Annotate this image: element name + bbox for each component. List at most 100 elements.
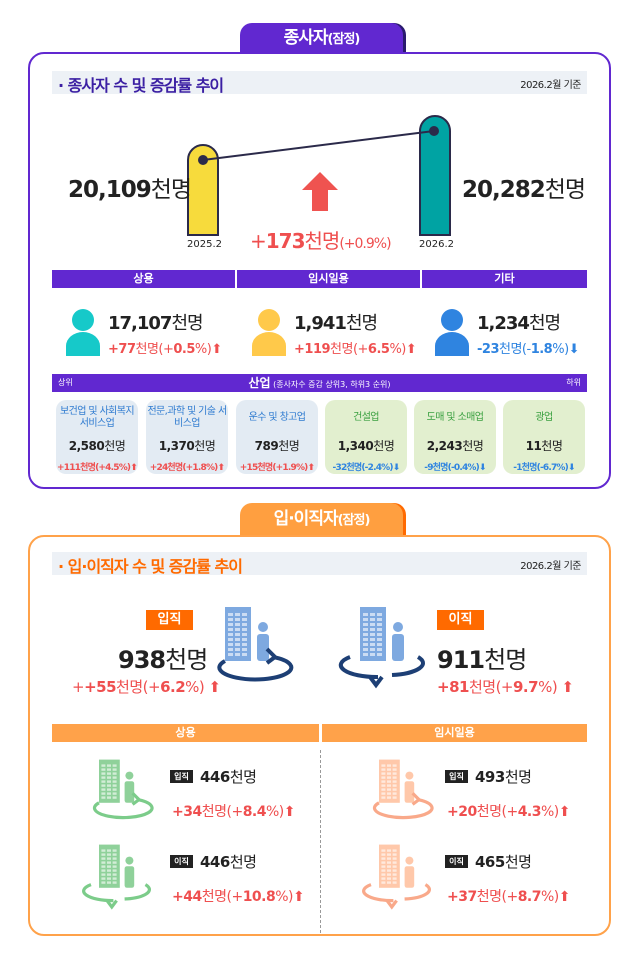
person-icon bbox=[250, 308, 288, 360]
row-value: 446천명 bbox=[200, 768, 257, 786]
curr-label: 2026.2 bbox=[419, 239, 454, 250]
arrow-up-icon: ⬆ bbox=[558, 804, 571, 820]
person-icon bbox=[64, 308, 102, 360]
group-header-0: 상용 bbox=[52, 724, 319, 742]
industry-card: 보건업 및 사회복지 서비스업 2,580천명 +111천명(+4.5%)⬆ bbox=[56, 400, 138, 474]
industry-value: 11천명 bbox=[525, 439, 563, 453]
trend-line bbox=[202, 130, 435, 161]
sep-badge: 이직 bbox=[437, 610, 484, 630]
row-change: +34천명(+8.4%)⬆ bbox=[172, 804, 296, 820]
arrow-up-icon: ⬆ bbox=[293, 889, 305, 905]
point-2026 bbox=[429, 126, 439, 136]
arrow-up-icon bbox=[302, 172, 338, 211]
row-badge: 이직 bbox=[170, 855, 193, 868]
prev-total: 20,109천명 bbox=[68, 177, 192, 203]
row-change: +37천명(+8.7%)⬆ bbox=[447, 889, 571, 905]
turnover-as-of: 2026.2월 기준 bbox=[520, 561, 581, 572]
industry-subtitle: (종사자수 증감 상위3, 하위3 순위) bbox=[273, 380, 391, 389]
separation-building-icon bbox=[330, 605, 440, 694]
industry-name: 광업 bbox=[535, 412, 553, 423]
industry-bottom-label: 하위 bbox=[566, 378, 581, 387]
industry-top-label: 상위 bbox=[58, 378, 73, 387]
industry-change: +15천명(+1.9%)⬆ bbox=[239, 463, 316, 473]
hire-building-icon bbox=[195, 605, 305, 694]
separation-building-icon bbox=[75, 843, 163, 914]
industry-card: 도매 및 소매업 2,243천명 -9천명(-0.4%)⬇ bbox=[414, 400, 496, 474]
row-value: 446천명 bbox=[200, 853, 257, 871]
pill-2026 bbox=[419, 115, 451, 236]
employees-tab-suffix: (잠정) bbox=[327, 32, 361, 47]
arrow-up-icon: ⬆ bbox=[217, 463, 226, 473]
total-change: +173천명(+0.9%) bbox=[250, 229, 392, 253]
group-divider bbox=[320, 750, 321, 933]
row-badge: 이직 bbox=[445, 855, 468, 868]
employees-trend-chart bbox=[187, 115, 451, 236]
industry-value: 2,243천명 bbox=[426, 439, 484, 453]
arrow-up-icon: ⬆ bbox=[204, 678, 222, 696]
hire-total: 938천명 bbox=[118, 646, 208, 674]
industry-name: 도매 및 소매업 bbox=[426, 412, 484, 423]
row-badge: 입직 bbox=[445, 770, 468, 783]
curr-total: 20,282천명 bbox=[462, 177, 586, 203]
row-change: +20천명(+4.3%)⬆ bbox=[447, 804, 571, 820]
type-value: 17,107천명 bbox=[108, 313, 204, 334]
sep-total: 911천명 bbox=[437, 646, 527, 674]
type-header-1: 임시일용 bbox=[237, 270, 420, 288]
type-change: -23천명(-1.8%)⬇ bbox=[477, 342, 580, 357]
industry-name: 보건업 및 사회복지 서비스업 bbox=[60, 406, 135, 429]
type-header-2: 기타 bbox=[422, 270, 587, 288]
industry-change: -1천명(-6.7%)⬇ bbox=[513, 463, 576, 473]
arrow-down-icon: ⬇ bbox=[568, 342, 580, 357]
industry-name: 건설업 bbox=[353, 412, 379, 423]
industry-name: 전문,과학 및 기술 서비스업 bbox=[147, 406, 227, 429]
type-change: +119천명(+6.5%)⬆ bbox=[294, 342, 417, 357]
employees-heading-bar: · 종사자 수 및 증감률 추이 2026.2월 기준 bbox=[52, 71, 587, 95]
turnover-heading-bar: · 입·이직자 수 및 증감률 추이 2026.2월 기준 bbox=[52, 552, 587, 576]
hire-badge: 입직 bbox=[146, 610, 193, 630]
industry-value: 2,580천명 bbox=[68, 439, 126, 453]
employees-tab: 종사자(잠정) bbox=[240, 23, 403, 54]
industry-card: 운수 및 창고업 789천명 +15천명(+1.9%)⬆ bbox=[236, 400, 318, 474]
turnover-heading: · 입·이직자 수 및 증감률 추이 bbox=[58, 557, 243, 576]
industry-change: -32천명(-2.4%)⬇ bbox=[332, 463, 401, 473]
type-value: 1,234천명 bbox=[477, 313, 561, 334]
arrow-up-icon: ⬆ bbox=[557, 678, 574, 696]
row-badge: 입직 bbox=[170, 770, 193, 783]
arrow-down-icon: ⬇ bbox=[392, 463, 401, 473]
hire-building-icon bbox=[355, 758, 443, 829]
hire-building-icon bbox=[75, 758, 163, 829]
separation-building-icon bbox=[355, 843, 443, 914]
arrow-down-icon: ⬇ bbox=[478, 463, 487, 473]
arrow-down-icon: ⬇ bbox=[567, 463, 576, 473]
type-change: +77천명(+0.5%)⬆ bbox=[108, 342, 222, 357]
arrow-up-icon: ⬆ bbox=[307, 463, 316, 473]
row-value: 465천명 bbox=[475, 853, 532, 871]
industry-bar: 상위 산업 (종사자수 증감 상위3, 하위3 순위) 하위 bbox=[52, 374, 587, 392]
person-icon bbox=[433, 308, 471, 360]
employees-heading: · 종사자 수 및 증감률 추이 bbox=[58, 76, 224, 95]
employees-tab-title: 종사자 bbox=[283, 28, 329, 48]
prev-label: 2025.2 bbox=[187, 239, 222, 250]
row-value: 493천명 bbox=[475, 768, 532, 786]
industry-change: -9천명(-0.4%)⬇ bbox=[424, 463, 487, 473]
arrow-up-icon: ⬆ bbox=[405, 342, 417, 357]
type-value: 1,941천명 bbox=[294, 313, 378, 334]
type-header-0: 상용 bbox=[52, 270, 235, 288]
arrow-up-icon: ⬆ bbox=[130, 463, 138, 473]
industry-title: 산업 bbox=[248, 376, 271, 390]
arrow-up-icon: ⬆ bbox=[558, 889, 571, 905]
turnover-tab-title: 입·이직자 bbox=[273, 509, 339, 529]
row-change: +44천명(+10.8%)⬆ bbox=[172, 889, 305, 905]
point-2025 bbox=[198, 155, 208, 165]
industry-change: +111천명(+4.5%)⬆ bbox=[57, 463, 138, 473]
turnover-tab: 입·이직자(잠정) bbox=[240, 503, 403, 535]
group-header-1: 임시일용 bbox=[322, 724, 587, 742]
industry-value: 1,370천명 bbox=[158, 439, 216, 453]
industry-card: 전문,과학 및 기술 서비스업 1,370천명 +24천명(+1.8%)⬆ bbox=[146, 400, 228, 474]
industry-value: 1,340천명 bbox=[337, 439, 395, 453]
turnover-tab-suffix: (잠정) bbox=[337, 513, 371, 528]
industry-card: 건설업 1,340천명 -32천명(-2.4%)⬇ bbox=[325, 400, 407, 474]
industry-change: +24천명(+1.8%)⬆ bbox=[149, 463, 226, 473]
industry-name: 운수 및 창고업 bbox=[248, 412, 306, 423]
arrow-up-icon: ⬆ bbox=[283, 804, 296, 820]
